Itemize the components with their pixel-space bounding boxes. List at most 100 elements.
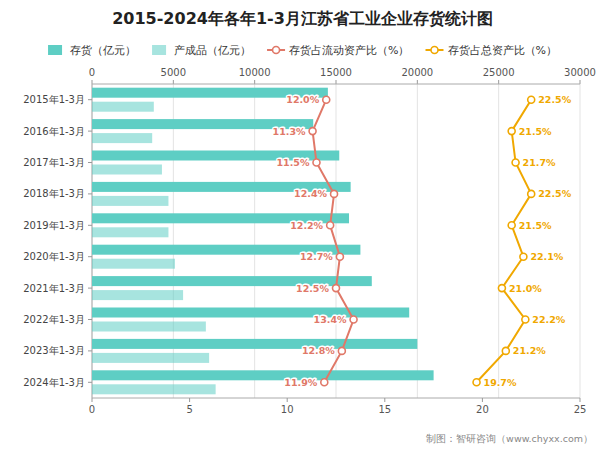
bar-series [92,88,434,381]
x-tick [92,80,93,84]
bar [92,308,409,318]
line-marker [512,159,519,166]
y-tick [88,319,92,320]
data-label: 21.2% [513,345,546,356]
data-label: 12.4% [294,188,327,199]
y-tick-label: 2023年1-3月 [23,345,85,356]
legend-item: 存货占总资产比（%） [426,44,557,57]
line [313,100,354,383]
data-label: 19.7% [484,377,517,388]
x-tick-label: 30000 [564,67,596,78]
grid-line [498,84,499,398]
y2-tick-label: 20 [476,404,489,415]
legend-label: 存货占流动资产比（%） [289,44,409,57]
line-marker [528,190,535,197]
legend-label: 存货占总资产比（%） [448,44,557,57]
line [477,100,532,383]
line-marker [321,379,328,386]
y2-tick [189,398,190,402]
y-tick [88,256,92,257]
line-marker [333,285,340,292]
grid-line [417,84,418,398]
data-label: 12.8% [302,345,335,356]
grid-line [254,84,255,398]
data-label: 22.1% [530,251,563,262]
data-label: 21.5% [519,126,552,137]
data-label: 21.7% [523,157,556,168]
x-tick [498,80,499,84]
y-tick [88,193,92,194]
x-tick [417,80,418,84]
bar [92,290,183,300]
y-tick-label: 2024年1-3月 [23,377,85,388]
y-tick [88,382,92,383]
legend-label: 存货（亿元） [70,44,136,57]
title: 2015-2024年各年1-3月江苏省工业企业存货统计图 [112,9,493,28]
x-tick-label: 15000 [320,67,352,78]
data-label: 21.5% [519,220,552,231]
bar [92,133,152,143]
y-tick-label: 2017年1-3月 [23,157,85,168]
bar [92,276,372,286]
data-label: 12.7% [300,251,333,262]
line-marker [508,222,515,229]
chart: 2015-2024年各年1-3月江苏省工业企业存货统计图050001000015… [0,0,605,454]
y2-tick-label: 10 [281,404,294,415]
x-axis-line [92,84,580,85]
line-marker [331,190,338,197]
bar [92,227,168,237]
data-label: 12.5% [296,283,329,294]
line-marker [528,96,535,103]
grid-line [173,84,174,398]
data-label: 11.9% [284,377,317,388]
y2-tick-label: 5 [186,404,192,415]
legend-item: 产成品（亿元） [152,44,251,57]
x-tick [173,80,174,84]
line-series [473,96,535,386]
data-label: 21.0% [509,283,542,294]
y2-tick-label: 15 [378,404,391,415]
legend-marker [431,47,438,54]
y2-tick [92,398,93,402]
bar [92,165,162,175]
annotation: 制图：智研咨询（www.chyxx.com） [426,433,593,444]
y-tick-label: 2016年1-3月 [23,126,85,137]
line-marker [522,316,529,323]
y-tick-label: 2019年1-3月 [23,220,85,231]
line-marker [473,379,480,386]
y-tick [88,350,92,351]
data-label: 22.2% [532,314,565,325]
line-marker [309,128,316,135]
background [0,0,605,454]
bar-series [92,102,216,395]
bar [92,339,417,349]
line-marker [327,222,334,229]
data-label: 12.2% [290,220,323,231]
legend: 存货（亿元） 产成品（亿元） 存货占流动资产比（%） 存货占总资产比（%） [48,44,557,57]
y2-tick-label: 25 [574,404,587,415]
line-marker [336,253,343,260]
line-marker [323,96,330,103]
line-marker [338,347,345,354]
line-series [309,96,357,386]
legend-marker [273,47,280,54]
legend-item: 存货（亿元） [48,44,136,57]
data-label: 11.3% [273,126,306,137]
y2-tick [287,398,288,402]
line-marker [313,159,320,166]
legend-item: 存货占流动资产比（%） [267,44,409,57]
y2-axis-line [92,398,580,399]
y2-tick [482,398,483,402]
y-tick-label: 2022年1-3月 [23,314,85,325]
x-tick [580,80,581,84]
y-tick-label: 2018年1-3月 [23,188,85,199]
y-tick-label: 2015年1-3月 [23,94,85,105]
line-marker [520,253,527,260]
bar [92,102,154,112]
data-label: 11.5% [277,157,310,168]
y-tick-label: 2021年1-3月 [23,283,85,294]
x-tick-label: 20000 [401,67,433,78]
y2-tick [580,398,581,402]
legend-swatch [152,45,166,55]
y2-tick-label: 0 [89,404,95,415]
